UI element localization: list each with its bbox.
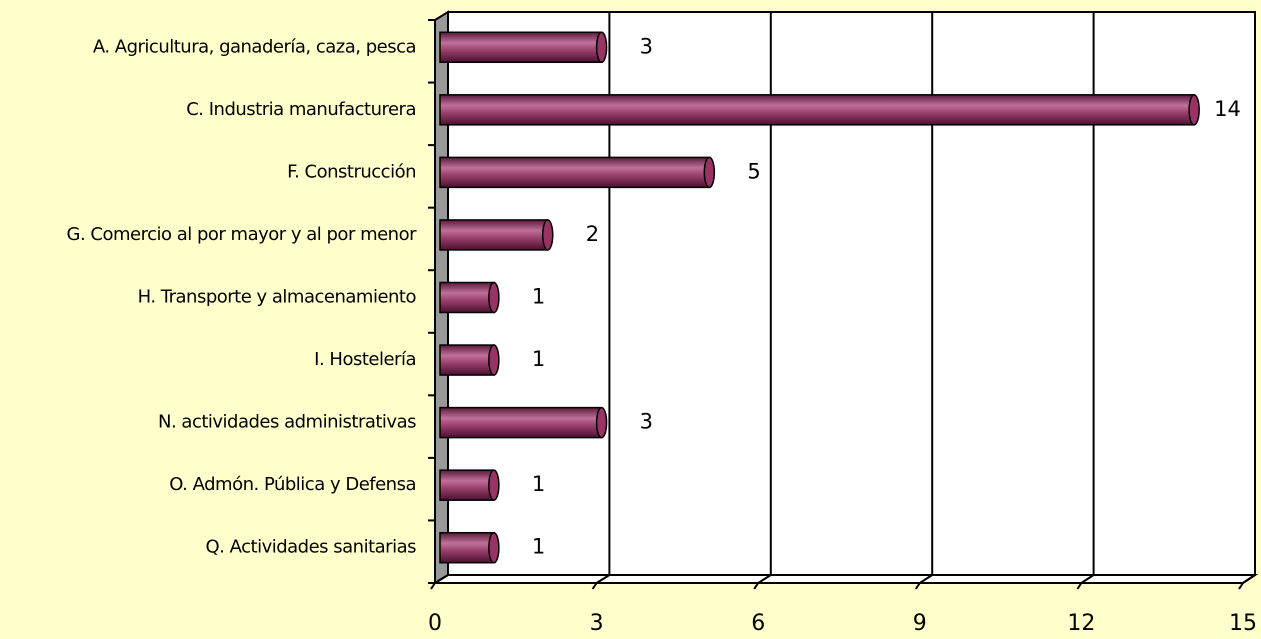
x-tick-label: 15 xyxy=(1229,611,1257,636)
bar xyxy=(439,406,603,439)
y-tick-label: G. Comercio al por mayor y al por menor xyxy=(67,224,418,245)
bar xyxy=(439,31,603,64)
bar xyxy=(439,531,495,564)
bar-cap xyxy=(488,531,500,564)
value-label: 2 xyxy=(586,222,599,246)
bar-cap xyxy=(595,406,608,439)
x-tick-mark xyxy=(757,574,772,584)
value-label: 1 xyxy=(532,347,545,371)
bar xyxy=(439,219,549,251)
x-tick-label: 12 xyxy=(1067,611,1095,636)
bar xyxy=(439,281,495,314)
y-tick-label: A. Agricultura, ganadería, caza, pesca xyxy=(93,36,416,57)
value-label: 3 xyxy=(640,410,653,434)
bar-cap xyxy=(703,156,716,189)
floor xyxy=(431,574,1259,584)
x-tick-mark xyxy=(596,574,610,584)
x-tick-label: 6 xyxy=(751,611,765,636)
value-label: 5 xyxy=(747,159,760,183)
bar xyxy=(439,469,495,501)
bar xyxy=(439,94,1195,126)
bar-cap xyxy=(488,344,500,376)
bar-cap xyxy=(488,469,500,501)
x-tick-label: 9 xyxy=(913,611,927,636)
x-tick-mark xyxy=(1242,574,1256,584)
y-tick-label: F. Construcción xyxy=(287,161,416,182)
bar-cap xyxy=(541,219,554,251)
y-tick-label: I. Hostelería xyxy=(314,349,416,370)
y-tick-label: O. Admón. Pública y Defensa xyxy=(169,474,416,495)
x-tick-mark xyxy=(753,582,760,590)
x-tick-mark xyxy=(919,574,933,584)
bar xyxy=(439,156,711,189)
x-tick-mark xyxy=(591,582,598,590)
bar xyxy=(439,344,495,376)
y-tick-label: Q. Actividades sanitarias xyxy=(206,537,417,558)
x-tick-label: 3 xyxy=(590,611,604,636)
value-label: 1 xyxy=(532,535,545,559)
x-tick-label: 0 xyxy=(428,611,442,636)
bar-cap xyxy=(488,281,500,314)
y-tick-label: H. Transporte y almacenamiento xyxy=(138,287,417,308)
x-tick-mark xyxy=(434,574,449,584)
x-tick-mark xyxy=(1076,582,1083,590)
value-label: 1 xyxy=(532,285,545,309)
y-tick-label: C. Industria manufacturera xyxy=(186,99,416,120)
y-tick-label: N. actividades administrativas xyxy=(158,412,416,433)
value-label: 1 xyxy=(532,472,545,496)
bar-cap xyxy=(1188,94,1200,126)
x-tick-mark xyxy=(1238,582,1244,590)
value-label: 14 xyxy=(1214,97,1241,121)
bar-cap xyxy=(595,31,608,64)
value-label: 3 xyxy=(640,34,653,58)
x-tick-mark xyxy=(1080,574,1095,584)
x-tick-mark xyxy=(914,582,921,590)
